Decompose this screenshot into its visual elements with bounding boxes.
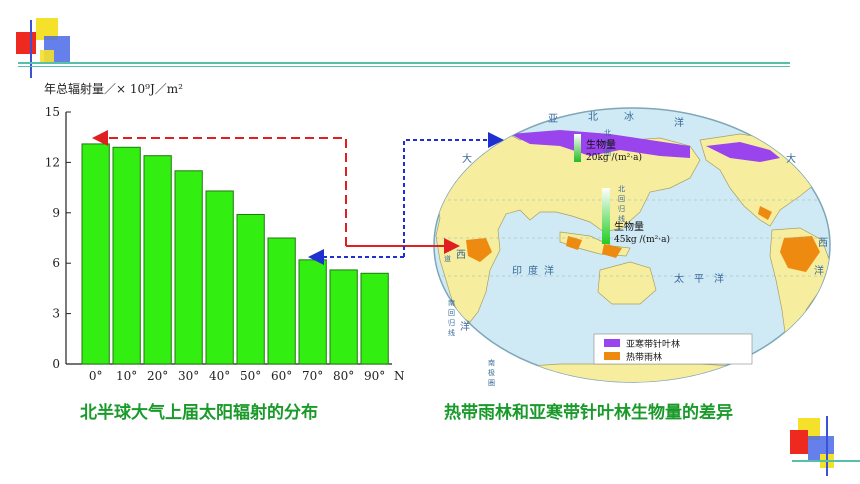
boreal-forest-america [706,142,780,162]
map-label-tropic-south: 南回归线 [448,299,455,337]
x-tick-label: 80° [333,369,354,383]
map-label-da-left: 大 [462,154,472,165]
x-tick-label: 10° [116,369,137,383]
boreal-forest-eurasia [510,130,690,158]
map-label-yang-top: 洋 [674,118,684,129]
land-australia [597,261,657,305]
boreal-biomass-bar [574,134,581,162]
x-tick-label: 30° [178,369,199,383]
x-axis-label: N [394,369,405,383]
bar [205,190,234,365]
bar [112,146,141,365]
map-label-arctic: 北极圈 [604,129,611,157]
x-tick-label: 20° [147,369,168,383]
legend-swatch-boreal [604,339,620,347]
bar [174,170,203,365]
bar [143,155,172,365]
map-label-yang-right: 洋 [814,266,824,277]
blue-arrow-to-boreal [403,132,504,257]
y-tick-label: 9 [52,206,60,220]
x-tick-label: 50° [240,369,261,383]
x-tick-label: 60° [271,369,292,383]
bar [298,259,327,365]
y-tick-label: 6 [52,256,60,270]
caption-left: 北半球大气上届太阳辐射的分布 [80,403,318,423]
tropical-forest-asia [566,236,582,250]
map-label-ping: 平 [694,274,704,285]
map-label-south-circle: 南极圈 [488,359,495,387]
y-axis-label: 年总辐射量／× 10⁹J／m² [44,82,183,96]
map-label-ya: 亚 [548,114,558,125]
map-label-tropic-north: 北回归线 [618,185,625,223]
legend-swatch-tropical [604,352,620,360]
bar [267,237,296,365]
map-label-da-right: 大 [786,154,796,165]
x-tick-label: 70° [302,369,323,383]
bar [360,272,389,365]
bar [236,213,265,365]
y-tick-label: 12 [45,155,60,169]
map-label-yang-pacific: 洋 [714,274,724,285]
map-label-du: 度 [528,266,538,277]
y-tick-label: 3 [52,307,60,321]
map-label-xi-right: 西 [818,238,828,249]
map-label-bing: 冰 [624,112,634,123]
x-tick-label: 0° [89,369,103,383]
map-legend [593,333,753,365]
map-label-bei: 北 [588,112,598,123]
boreal-annotation: 生物量 20kg /(m²·a) [586,140,642,163]
y-tick-label: 15 [45,105,60,119]
map-label-tai: 太 [674,274,684,285]
map-label-xi-left: 西 [456,250,466,261]
legend-label-tropical: 热带雨林 [626,353,663,363]
caption-right: 热带雨林和亚寒带针叶林生物量的差异 [444,403,733,423]
bar [329,269,358,365]
tropical-forest-indonesia [602,244,622,258]
x-tick-label: 90° [364,369,385,383]
map-label-yin: 印 [512,266,522,277]
x-tick-label: 40° [209,369,230,383]
map-label-yang-indian: 洋 [544,266,554,277]
tropical-annotation: 生物量 45kg /(m²·a) [614,222,670,245]
tropical-biomass-bar [602,188,610,244]
y-tick-label: 0 [52,357,60,371]
tropical-forest-america-central [758,206,772,220]
map-label-yang-left: 洋 [460,322,470,333]
bar [81,143,110,365]
tropical-forest-africa [466,238,492,262]
legend-label-boreal: 亚寒带针叶林 [626,340,681,350]
tropical-forest-amazon [780,236,820,272]
